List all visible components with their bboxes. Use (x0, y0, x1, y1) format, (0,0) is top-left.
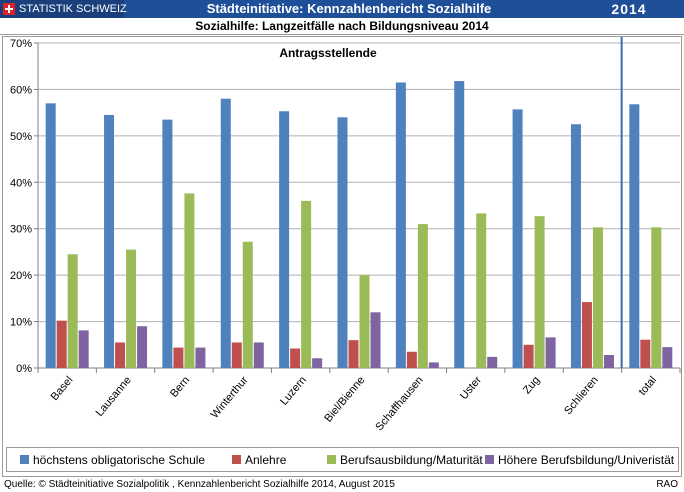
footer: Quelle: © Städteinitiative Sozialpolitik… (0, 478, 684, 492)
legend-swatch-1 (20, 455, 29, 464)
legend-label-2: Anlehre (245, 453, 287, 467)
legend-box (6, 447, 679, 472)
bar-4 (78, 330, 89, 368)
bar-3 (67, 254, 78, 368)
bar-4 (312, 358, 323, 368)
bar-3 (301, 200, 312, 368)
x-tick-label: Schaffhausen (373, 374, 425, 433)
legend-label-1: höchstens obligatorische Schule (33, 453, 205, 467)
bar-3 (534, 216, 545, 368)
x-tick-label: Zug (521, 374, 542, 396)
bar-3 (126, 249, 137, 368)
report-header: STATISTIK SCHWEIZ Städteinitiative: Kenn… (0, 0, 684, 18)
report-year: 2014 (611, 1, 647, 17)
y-tick-label: 60% (10, 84, 32, 96)
x-tick-label: Lausanne (94, 374, 134, 419)
bar-4 (603, 355, 614, 368)
chart-frame (2, 36, 682, 477)
bar-2 (581, 302, 592, 368)
bar-1 (220, 98, 231, 368)
bar-1 (395, 82, 406, 368)
bar-1 (512, 109, 523, 369)
legend-swatch-3 (327, 455, 336, 464)
bar-2 (231, 342, 242, 368)
y-tick-label: 50% (10, 131, 32, 143)
y-tick-label: 0% (16, 363, 32, 375)
x-tick-label: Biel/Bienne (322, 374, 367, 424)
bar-3 (184, 193, 195, 368)
bar-1 (104, 114, 115, 368)
x-tick-label: Uster (458, 374, 484, 402)
y-tick-label: 10% (10, 317, 32, 329)
bar-2 (523, 344, 534, 368)
bar-4 (370, 312, 381, 368)
x-tick-label: Bern (168, 374, 192, 400)
bar-3 (359, 275, 370, 368)
bar-2 (115, 342, 126, 368)
bar-1 (454, 81, 465, 369)
bar-1 (337, 117, 348, 369)
bar-4 (428, 362, 439, 368)
logo-text: STATISTIK SCHWEIZ (19, 3, 127, 15)
legend-label-4: Höhere Berufsbildung/Univeristät (498, 453, 675, 467)
bar-chart: 0% 10% 20% 30% 40% 50% 60% 70% Basel Lausanne Bern… (2, 36, 682, 477)
author-code: RAO (656, 479, 678, 490)
bar-4 (253, 342, 264, 368)
bar-4 (137, 326, 148, 368)
bar-4 (545, 337, 556, 368)
chart-title: Sozialhilfe: Langzeitfälle nach Bildungs… (0, 18, 684, 35)
legend-swatch-4 (485, 455, 494, 464)
bar-3 (592, 227, 603, 368)
x-tick-label: Schlieren (562, 374, 601, 417)
y-tick-label: 20% (10, 270, 32, 282)
x-tick-label: Winterthur (209, 374, 251, 421)
bar-2 (406, 351, 417, 368)
legend-swatch-2 (232, 455, 241, 464)
x-tick-label: Basel (49, 374, 76, 403)
y-tick-label: 40% (10, 177, 32, 189)
bar-1 (570, 124, 581, 368)
bar-1 (162, 119, 173, 368)
bar-3 (476, 213, 487, 368)
x-tick-label: Luzern (278, 374, 309, 407)
bar-2 (348, 340, 359, 368)
bar-3 (651, 227, 662, 368)
source-note: Quelle: © Städteinitiative Sozialpolitik… (4, 479, 395, 490)
swiss-cross-icon (3, 3, 15, 15)
bar-4 (195, 347, 206, 368)
bar-1 (629, 104, 640, 369)
bar-4 (487, 356, 498, 368)
y-tick-label: 70% (10, 38, 32, 50)
bar-2 (290, 348, 301, 368)
x-tick-label: total (637, 374, 660, 398)
bar-1 (279, 111, 290, 368)
bar-2 (173, 347, 184, 368)
bar-2 (640, 339, 651, 368)
bar-4 (662, 347, 673, 368)
statistik-schweiz-logo: STATISTIK SCHWEIZ (0, 0, 127, 18)
bar-3 (417, 224, 428, 368)
legend-label-3: Berufsausbildung/Maturität (340, 453, 483, 467)
y-tick-label: 30% (10, 224, 32, 236)
bar-2 (56, 320, 67, 368)
report-title: Städteinitiative: Kennzahlenbericht Sozi… (206, 1, 492, 16)
bar-3 (242, 241, 253, 368)
chart-annotation: Antragsstellende (279, 46, 377, 60)
bar-1 (45, 103, 56, 368)
